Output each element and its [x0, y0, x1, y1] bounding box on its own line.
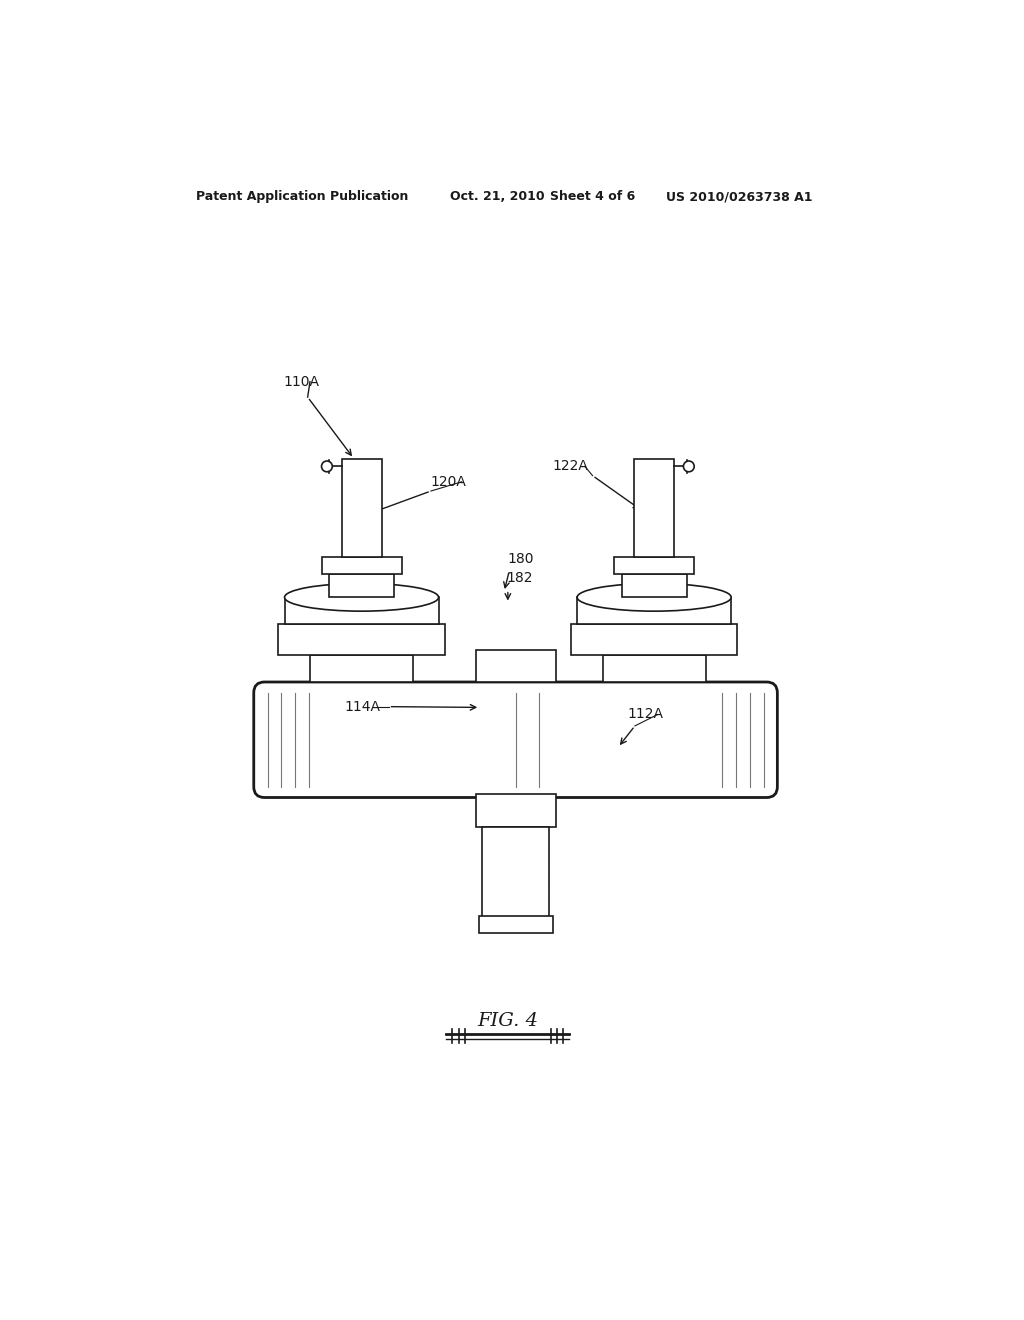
Ellipse shape — [285, 583, 438, 611]
Bar — [478, 916, 553, 933]
Bar — [578, 597, 731, 624]
FancyBboxPatch shape — [254, 682, 777, 797]
Bar — [571, 624, 737, 655]
Bar — [622, 574, 686, 598]
Bar — [475, 795, 556, 826]
Circle shape — [322, 461, 333, 471]
Text: Patent Application Publication: Patent Application Publication — [196, 190, 409, 203]
Bar — [602, 655, 706, 682]
Text: 112A: 112A — [628, 708, 664, 721]
Text: Oct. 21, 2010: Oct. 21, 2010 — [451, 190, 545, 203]
Bar — [475, 649, 556, 682]
Text: 120A: 120A — [431, 475, 467, 488]
Text: 114A: 114A — [345, 700, 381, 714]
Ellipse shape — [578, 583, 731, 611]
Bar — [614, 557, 694, 574]
Bar — [285, 597, 438, 624]
Bar — [322, 557, 401, 574]
Text: 110A: 110A — [283, 375, 319, 388]
Bar — [310, 655, 413, 682]
Text: 180: 180 — [508, 552, 535, 566]
Bar — [634, 459, 674, 557]
Circle shape — [683, 461, 694, 471]
Text: 182: 182 — [506, 572, 532, 585]
Text: FIG. 4: FIG. 4 — [477, 1012, 539, 1030]
Text: Sheet 4 of 6: Sheet 4 of 6 — [550, 190, 636, 203]
Bar — [342, 459, 382, 557]
Bar — [279, 624, 444, 655]
Text: 122A: 122A — [553, 459, 589, 474]
Bar — [330, 574, 394, 598]
Text: US 2010/0263738 A1: US 2010/0263738 A1 — [666, 190, 812, 203]
Bar — [481, 826, 550, 917]
